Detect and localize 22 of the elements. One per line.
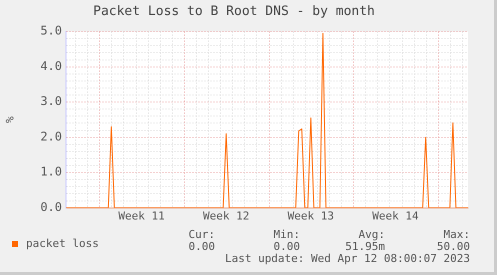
y-tick-label: 5.0 <box>40 24 62 38</box>
y-tick-label: 1.0 <box>40 164 62 179</box>
y-tick-label: 3.0 <box>40 94 62 108</box>
text: Min: <box>272 228 300 241</box>
text: 0.00 <box>272 240 300 253</box>
text: Last update: Wed Apr 12 08:00:07 2023 <box>224 252 470 265</box>
y-tick-label: 2.0 <box>40 129 62 144</box>
chart-title: Packet Loss to B Root DNS - by month <box>93 4 375 20</box>
x-tick-label: Week 11 <box>118 209 165 222</box>
y-tick-label: 0.0 <box>40 200 62 214</box>
x-tick-label: Week 14 <box>372 209 420 222</box>
text: 50.00 <box>436 240 470 253</box>
y-tick-label: 4.0 <box>40 58 62 73</box>
text: Cur: <box>188 228 215 241</box>
text: Avg: <box>358 228 385 241</box>
legend-label: packet loss <box>26 237 99 250</box>
x-tick-label: Week 13 <box>288 209 334 222</box>
text: 51.95m <box>344 240 385 253</box>
text: 0.00 <box>188 240 215 253</box>
x-tick-label: Week 12 <box>203 209 250 222</box>
text: Max: <box>442 228 470 241</box>
y-axis-title: % <box>3 116 16 124</box>
